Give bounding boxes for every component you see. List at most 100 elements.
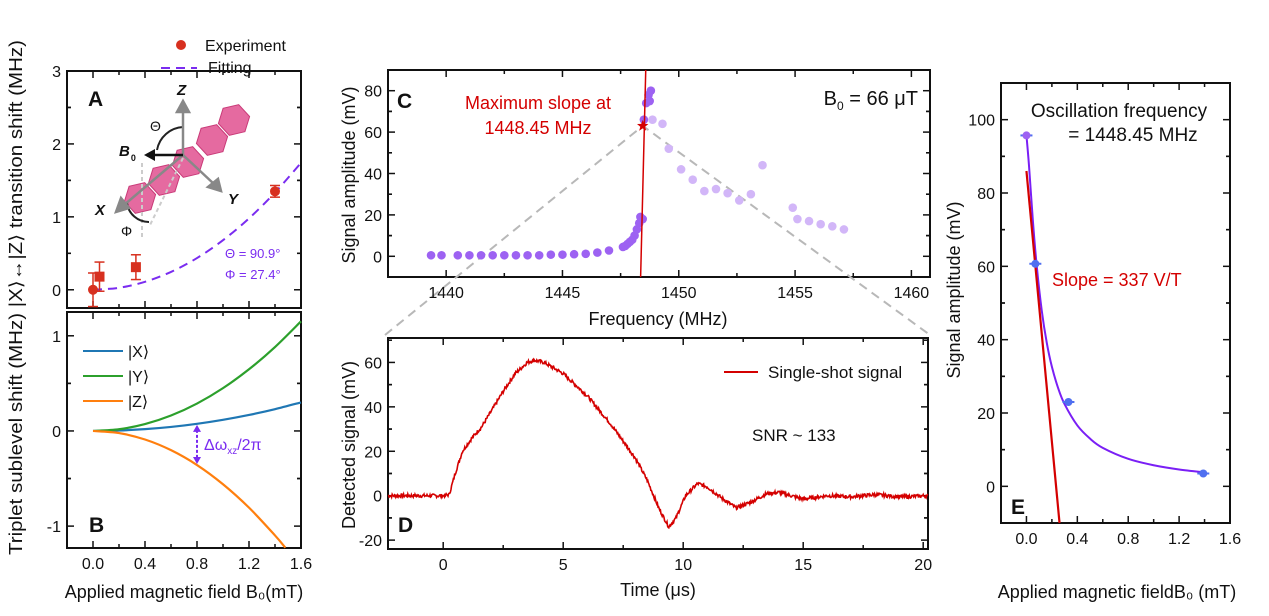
x-tick-label: 1.2	[238, 556, 260, 573]
y-tick-label: 40	[364, 400, 382, 417]
max-slope-label-1: Maximum slope at	[465, 93, 611, 113]
data-point	[426, 250, 436, 260]
max-slope-label-2: 1448.45 MHz	[484, 118, 591, 138]
x-tick-label: 10	[674, 557, 692, 574]
legend-label-z: |Z⟩	[128, 394, 148, 411]
x-tick-label: 1440	[428, 285, 464, 302]
y-tick-label: 3	[52, 64, 61, 81]
inset-z-label: Z	[176, 82, 187, 99]
y-tick-label: 20	[977, 406, 995, 423]
data-point	[534, 250, 544, 260]
x-tick-label: 5	[559, 557, 568, 574]
x-tick-label: 1.6	[1219, 531, 1241, 548]
data-point	[476, 250, 486, 260]
data-point	[746, 189, 756, 199]
osc-freq-label-2: = 1448.45 MHz	[1068, 125, 1197, 146]
delta-sub: xz	[227, 446, 237, 457]
x-tick-label: 1455	[777, 285, 813, 302]
molecule-rings	[123, 104, 251, 214]
data-point	[700, 186, 709, 196]
data-point	[511, 250, 521, 260]
molecule-ring	[217, 104, 251, 136]
data-point	[488, 250, 497, 260]
ylabel-e: Signal amplitude (mV)	[944, 201, 964, 378]
data-point	[569, 249, 579, 259]
max-slope-line	[639, 70, 647, 277]
projection-line-2	[149, 157, 184, 226]
data-point	[581, 249, 591, 259]
b0-arrow	[144, 149, 183, 161]
x-tick-label: 1450	[661, 285, 697, 302]
data-point	[788, 203, 798, 212]
data-point	[1022, 131, 1031, 140]
molecule-ring	[171, 146, 205, 178]
experiment-point	[270, 186, 280, 197]
data-point	[453, 250, 463, 260]
slope-line	[1025, 170, 1061, 523]
molecule-ring	[123, 182, 157, 214]
ylabel-c: Signal amplitude (mV)	[339, 86, 359, 263]
y-tick-label: 40	[364, 167, 382, 184]
panel-label-c: C	[397, 90, 412, 113]
x-tick-label: 0.8	[1117, 531, 1139, 548]
marks-layer: 0 1 2 3 0.0 0.4 0.8 1.2 1.6 -1 0 1 1440 1445 1450 1455 1…	[47, 64, 1241, 574]
field-b: B	[824, 88, 837, 110]
y-tick-label: 80	[364, 84, 382, 101]
molecule-inset: Z Y X Θ Φ B0	[94, 82, 251, 240]
data-point	[828, 221, 837, 231]
data-point	[1031, 259, 1040, 268]
y-tick-label: 20	[364, 444, 382, 461]
data-point	[523, 250, 532, 260]
y-tick-label: 60	[977, 259, 995, 276]
delta-arrowhead-up	[193, 424, 201, 432]
xlabel-e: Applied magnetic fieldB₀ (mT)	[998, 582, 1237, 602]
legend-label-single-shot: Single-shot signal	[768, 363, 902, 382]
y-tick-label: 60	[364, 125, 382, 142]
x-tick-label: 0.0	[82, 556, 104, 573]
data-point	[604, 246, 614, 255]
y-tick-label: -1	[47, 519, 61, 536]
molecule-ring	[147, 164, 181, 196]
legend-label-y: |Y⟩	[128, 369, 149, 386]
data-point	[804, 216, 814, 226]
molecule-ring	[195, 124, 229, 156]
inset-y-label: Y	[228, 191, 240, 208]
delta-tail: /2π	[237, 437, 261, 454]
curve-y	[92, 320, 302, 433]
inset-phi-label: Φ	[121, 223, 132, 239]
data-point	[664, 144, 674, 153]
ylabel-d: Detected signal (mV)	[339, 361, 359, 529]
y-tick-label: 1	[52, 329, 61, 346]
x-tick-label: 1.6	[290, 556, 312, 573]
y-tick-label: 0	[373, 489, 382, 506]
data-point	[711, 184, 721, 194]
annotation-theta: Θ = 90.9°	[225, 246, 280, 261]
data-point	[839, 225, 849, 234]
curve-x	[92, 401, 302, 433]
y-tick-label: 80	[977, 186, 995, 203]
fitting-curve	[92, 162, 302, 291]
y-tick-label: 20	[364, 208, 382, 225]
max-slope-star	[637, 119, 649, 131]
y-tick-label: -20	[359, 533, 382, 550]
experiment-point	[88, 284, 98, 295]
x-tick-label: 1460	[894, 285, 930, 302]
delta-annotation: Δωxz/2π	[204, 437, 262, 457]
panel-label-a: A	[88, 88, 103, 111]
delta-text: Δω	[204, 437, 227, 454]
data-point	[658, 119, 667, 129]
x-tick-label: 0.8	[186, 556, 208, 573]
field-value: = 66 μT	[844, 88, 918, 110]
legend-marker-experiment	[176, 40, 186, 50]
xlabel-d: Time (μs)	[620, 580, 696, 600]
frame-e	[1000, 82, 1231, 524]
slope-label: Slope = 337 V/T	[1052, 270, 1182, 290]
data-point	[1199, 469, 1208, 478]
legend-label-experiment: Experiment	[205, 38, 286, 55]
data-point	[645, 96, 654, 106]
data-point	[593, 248, 602, 257]
zoom-guide-lines	[384, 124, 931, 336]
annotation-phi: Φ = 27.4°	[225, 267, 281, 282]
data-point	[734, 196, 744, 205]
inset-theta-label: Θ	[150, 118, 161, 134]
